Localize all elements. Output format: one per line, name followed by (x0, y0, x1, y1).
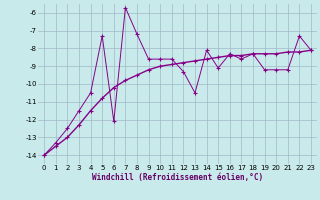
X-axis label: Windchill (Refroidissement éolien,°C): Windchill (Refroidissement éolien,°C) (92, 173, 263, 182)
